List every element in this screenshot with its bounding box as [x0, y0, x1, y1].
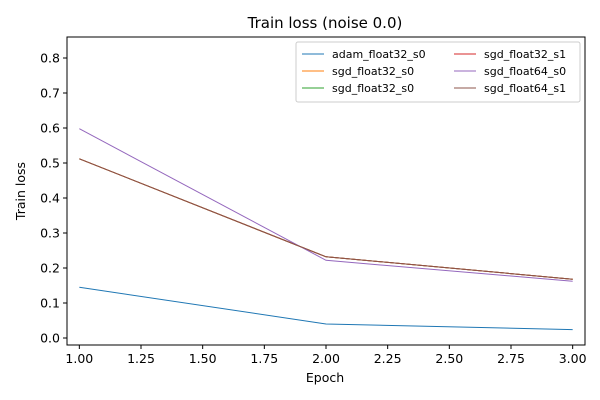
legend-entry-label: sgd_float64_s1 — [484, 82, 566, 95]
x-axis: 1.00 1.25 1.50 1.75 2.00 2.25 2.50 2.75 3.00 — [65, 345, 587, 366]
legend-entry-label: sgd_float32_s0 — [332, 65, 414, 78]
y-tick-label: 0.2 — [40, 261, 60, 276]
x-tick-label: 1.50 — [189, 351, 217, 366]
x-tick-label: 3.00 — [559, 351, 587, 366]
x-tick-label: 2.75 — [497, 351, 525, 366]
legend-entry-label: sgd_float64_s0 — [484, 65, 566, 78]
y-tick-label: 0.3 — [40, 226, 60, 241]
legend-frame — [295, 41, 581, 103]
legend-entry-label: sgd_float32_s1 — [484, 48, 566, 61]
y-tick-label: 0.5 — [40, 156, 60, 171]
y-tick-label: 0.6 — [40, 121, 60, 136]
legend-entry-label: sgd_float32_s0 — [332, 82, 414, 95]
series-line-1 — [79, 286, 573, 331]
x-axis-label: Epoch — [306, 370, 344, 385]
x-tick-label: 2.00 — [312, 351, 340, 366]
series-line-5 — [79, 128, 573, 282]
chart-title: Train loss (noise 0.0) — [247, 14, 403, 32]
y-tick-label: 0.0 — [40, 331, 60, 346]
series-line-3 — [79, 158, 573, 280]
series-line-4 — [79, 158, 573, 280]
x-tick-label: 2.25 — [374, 351, 402, 366]
series-line-6 — [79, 158, 573, 280]
legend-entry-label: adam_float32_s0 — [332, 48, 426, 61]
series-line-2 — [79, 158, 573, 280]
y-tick-label: 0.4 — [40, 191, 60, 206]
y-axis-label: Train loss — [13, 162, 28, 221]
x-tick-label: 1.00 — [65, 351, 93, 366]
series-lines — [79, 128, 573, 331]
y-tick-label: 0.1 — [40, 296, 60, 311]
x-tick-label: 1.75 — [250, 351, 278, 366]
y-axis: 0.0 0.1 0.2 0.3 0.4 0.5 0.6 0.7 0.8 — [40, 51, 67, 346]
legend: adam_float32_s0 sgd_float32_s0 sgd_float32… — [295, 41, 581, 103]
y-tick-label: 0.7 — [40, 86, 60, 101]
x-tick-label: 1.25 — [127, 351, 155, 366]
x-tick-label: 2.50 — [435, 351, 463, 366]
y-tick-label: 0.8 — [40, 51, 60, 66]
